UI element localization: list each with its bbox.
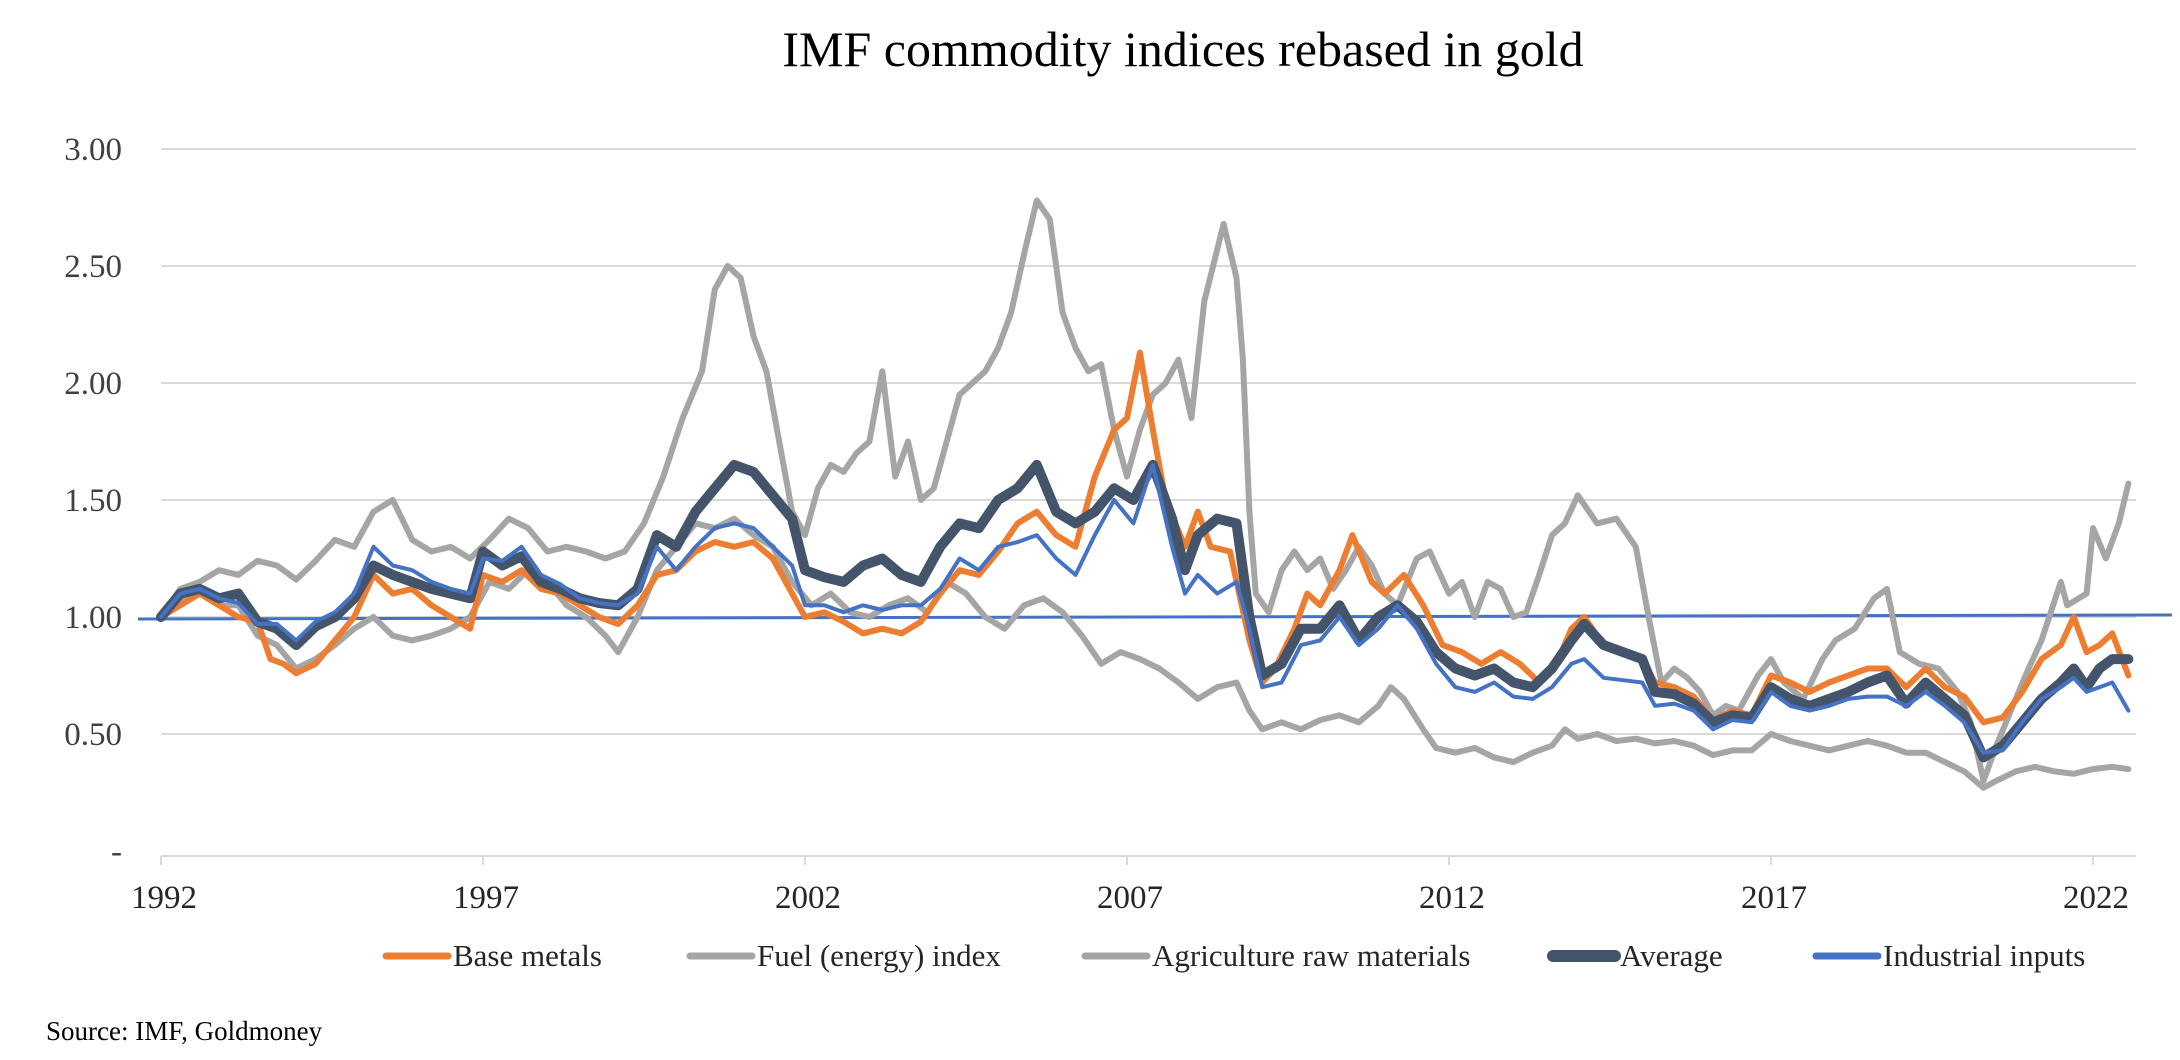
y-axis: - 0.50 1.00 1.50 2.00 2.50 3.00 (64, 132, 122, 870)
x-tick-label: 1992 (131, 880, 197, 916)
legend-item-average: Average (1547, 938, 1723, 973)
x-tick-label: 2007 (1097, 880, 1163, 916)
gridlines (161, 148, 2136, 735)
y-tick-label: 1.00 (64, 600, 122, 636)
series-line-agriculture-raw-materials (158, 515, 2132, 791)
source-note: Source: IMF, Goldmoney (46, 1016, 323, 1046)
x-tick-label: 1997 (453, 880, 519, 916)
y-tick-label: - (111, 834, 122, 870)
y-tick-label: 3.00 (64, 132, 122, 168)
y-tick-label: 2.50 (64, 249, 122, 285)
chart-title: IMF commodity indices rebased in gold (782, 21, 1583, 77)
legend-item-fuel-energy-index: Fuel (energy) index (686, 938, 1001, 973)
legend-label: Industrial inputs (1883, 938, 2085, 973)
reference-line-layer (137, 613, 2173, 621)
legend: Base metals Fuel (energy) index Agricultur… (382, 938, 2085, 973)
legend-label: Average (1620, 938, 1723, 973)
x-axis: 1992 1997 2002 2007 2012 2017 2022 (131, 855, 2136, 916)
series-line-fuel-energy-index (158, 197, 2132, 784)
series-line-industrial-inputs (159, 462, 2131, 755)
legend-label: Agriculture raw materials (1152, 938, 1470, 973)
reference-line-parity (137, 613, 2173, 621)
legend-item-industrial-inputs: Industrial inputs (1812, 938, 2085, 973)
legend-label: Fuel (energy) index (757, 938, 1001, 973)
x-tick-label: 2002 (775, 880, 841, 916)
x-tick-label: 2012 (1419, 880, 1485, 916)
x-tick-label: 2017 (1741, 880, 1807, 916)
y-tick-label: 0.50 (64, 717, 122, 753)
legend-label: Base metals (453, 938, 602, 973)
y-tick-label: 1.50 (64, 483, 122, 519)
y-tick-label: 2.00 (64, 366, 122, 402)
legend-item-base-metals: Base metals (382, 938, 602, 973)
x-tick-label: 2022 (2063, 880, 2129, 916)
series-line-average (156, 459, 2134, 763)
legend-item-agriculture-raw-materials: Agriculture raw materials (1081, 938, 1470, 973)
series-layer (156, 197, 2134, 791)
